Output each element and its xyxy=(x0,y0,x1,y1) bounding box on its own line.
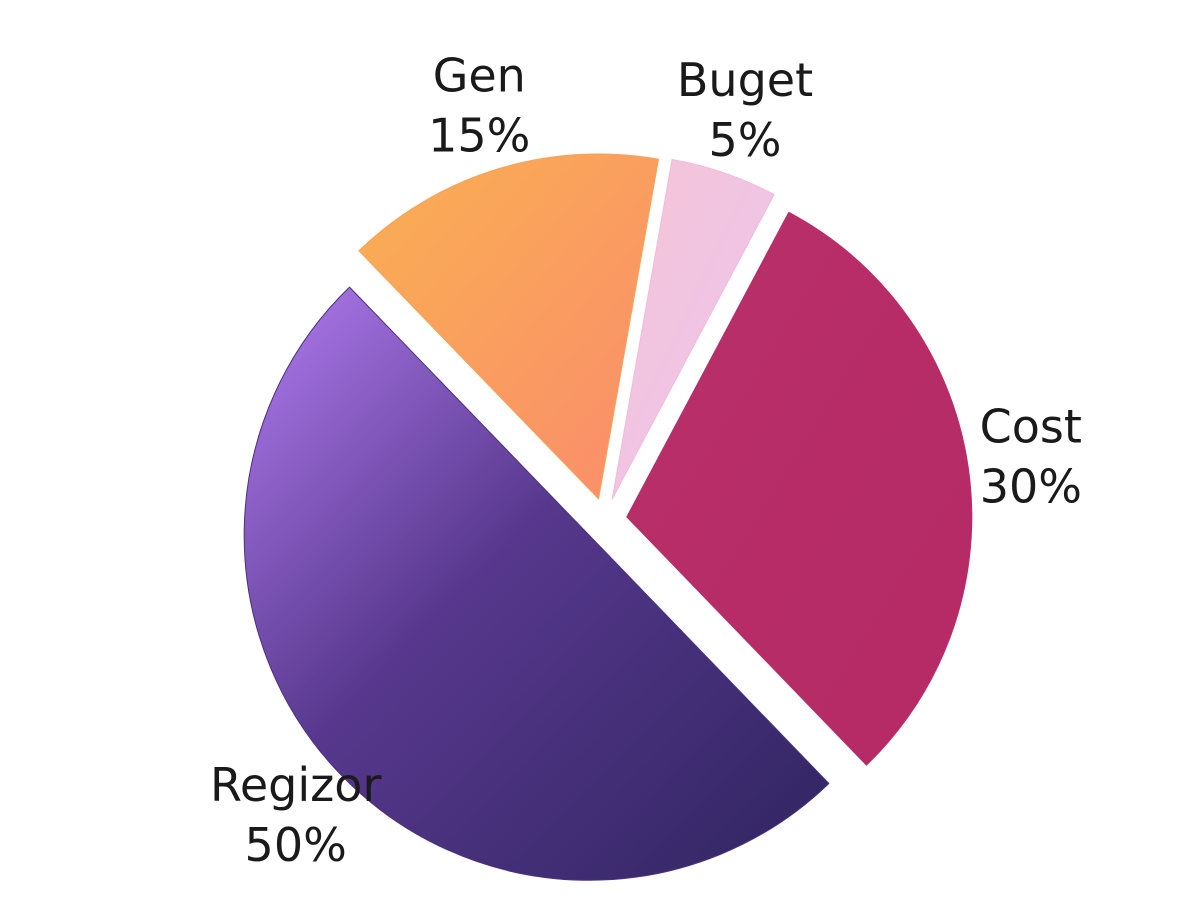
pie-slice xyxy=(243,286,830,881)
slice-label: Gen xyxy=(433,48,526,102)
slice-value-label: 50% xyxy=(245,818,347,872)
slice-label: Buget xyxy=(677,53,813,107)
slice-label: Regizor xyxy=(210,758,381,812)
slice-label: Cost xyxy=(980,400,1082,454)
pie-slice xyxy=(626,211,973,766)
pie-slice xyxy=(358,153,659,500)
pie-slice xyxy=(611,158,775,500)
slice-value-label: 15% xyxy=(428,108,530,162)
slice-value-label: 30% xyxy=(980,460,1082,514)
slice-value-label: 5% xyxy=(709,113,782,167)
